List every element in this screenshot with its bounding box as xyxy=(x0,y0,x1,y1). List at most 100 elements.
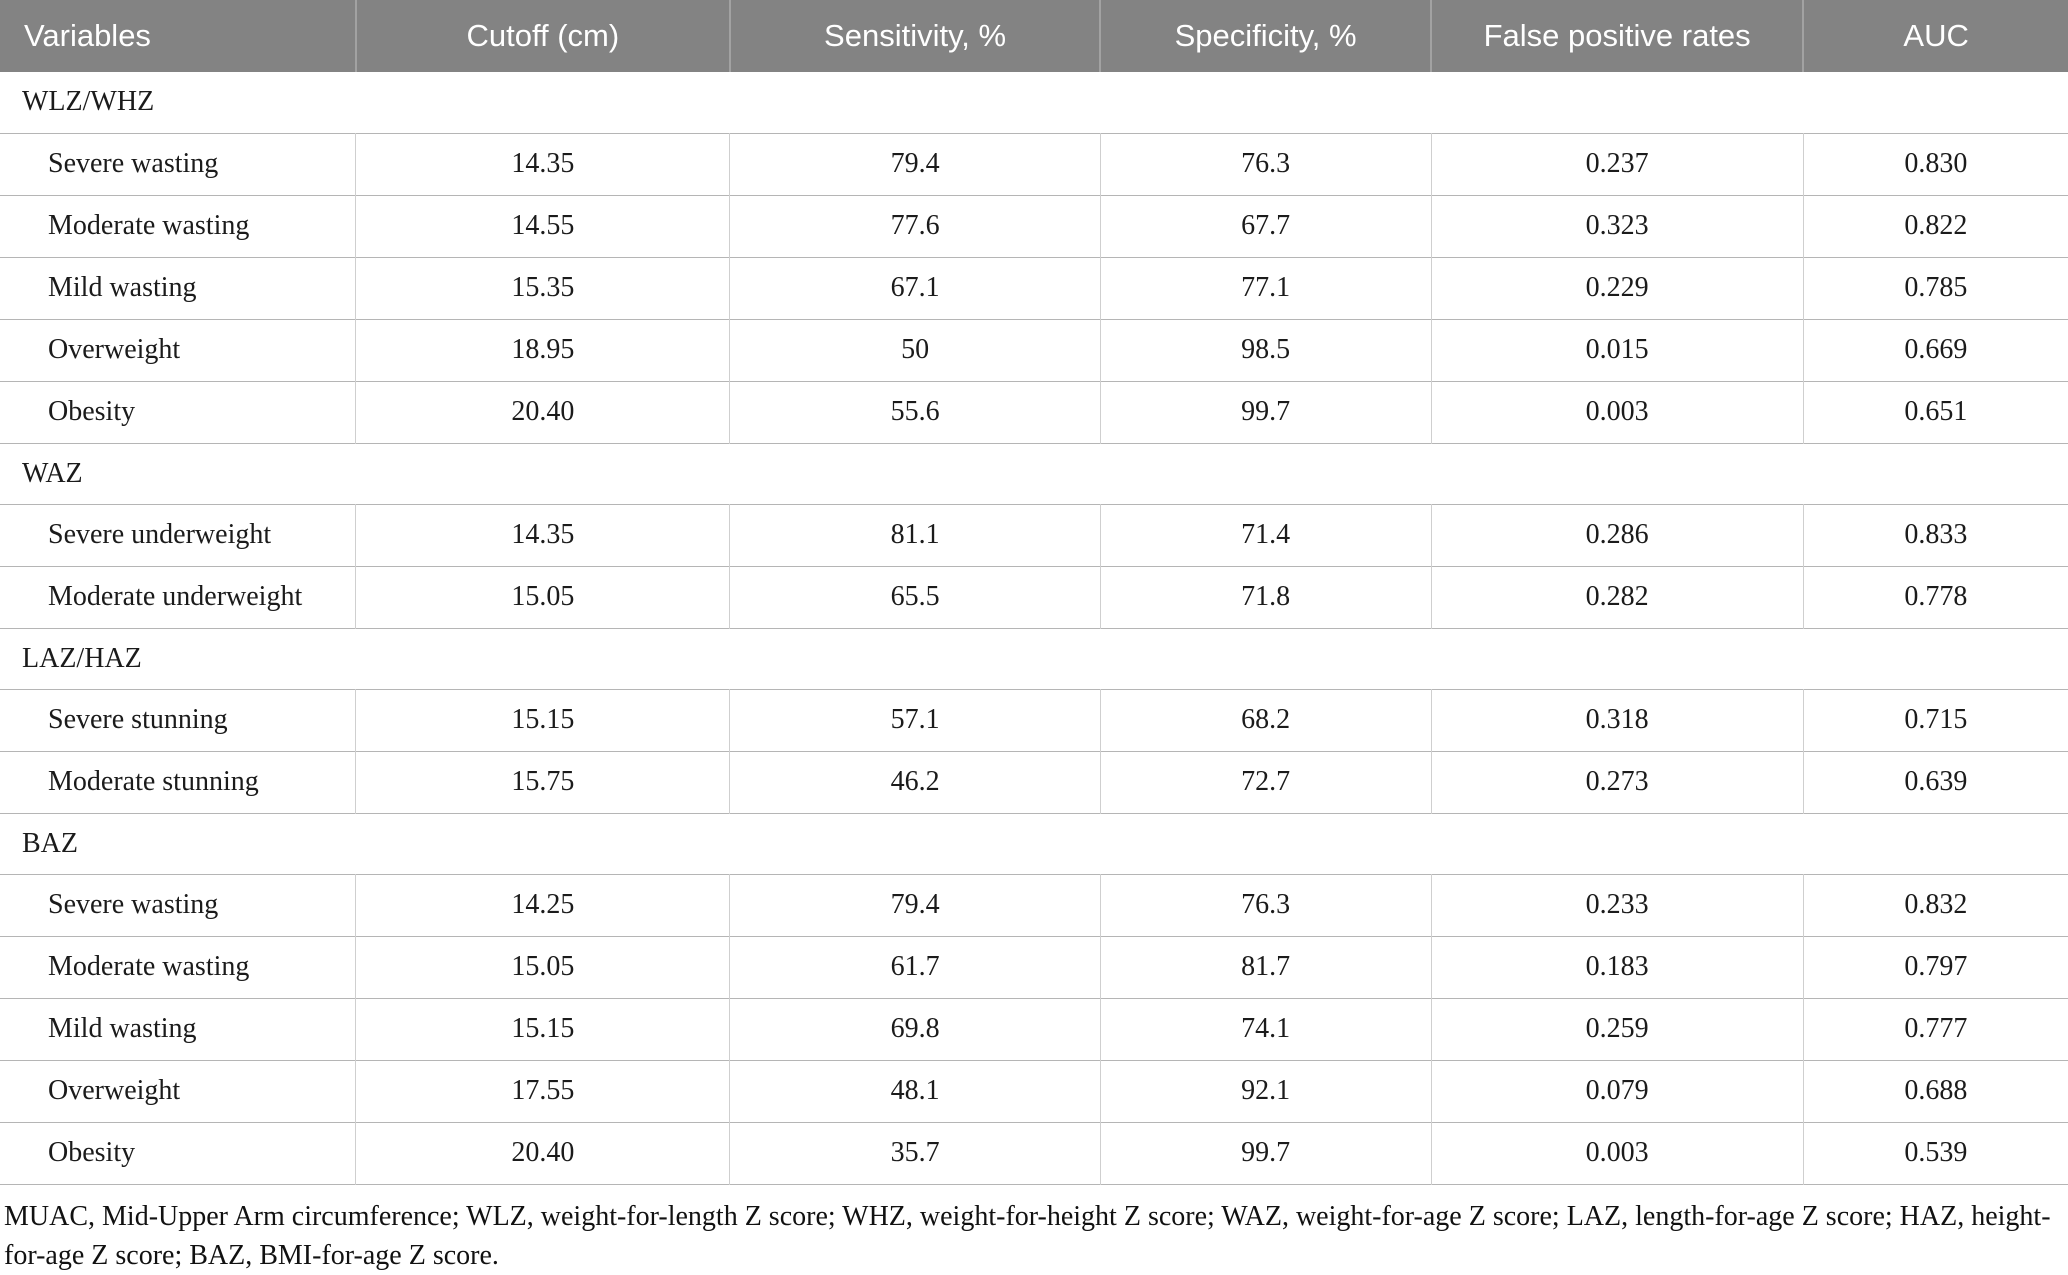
cutoff-cell: 14.55 xyxy=(355,195,730,257)
false-positive-rate-cell: 0.079 xyxy=(1430,1060,1804,1122)
sensitivity-cell: 46.2 xyxy=(729,751,1101,813)
auc-cell: 0.785 xyxy=(1802,257,2068,319)
variable-cell: Moderate underweight xyxy=(48,581,303,612)
sensitivity-cell: 50 xyxy=(729,319,1101,381)
cutoff-cell: 20.40 xyxy=(355,381,730,443)
false-positive-rate-cell: 0.003 xyxy=(1430,1122,1804,1184)
auc-cell: 0.833 xyxy=(1802,504,2068,566)
variable-cell: Severe underweight xyxy=(48,519,272,550)
table-row: Mild wasting 15.15 69.8 74.1 0.259 0.777 xyxy=(0,998,2068,1060)
section-row: BAZ xyxy=(0,813,2068,874)
specificity-cell: 92.1 xyxy=(1099,1060,1432,1122)
section-label: BAZ xyxy=(22,827,78,859)
false-positive-rate-cell: 0.229 xyxy=(1430,257,1804,319)
variable-cell: Obesity xyxy=(48,396,136,427)
cutoff-cell: 20.40 xyxy=(355,1122,730,1184)
specificity-cell: 98.5 xyxy=(1099,319,1432,381)
column-header-specificity: Specificity, % xyxy=(1100,0,1433,72)
section-label: WAZ xyxy=(22,457,83,489)
table-row: Overweight 18.95 50 98.5 0.015 0.669 xyxy=(0,319,2068,381)
table-row: Moderate wasting 15.05 61.7 81.7 0.183 0.797 xyxy=(0,936,2068,998)
auc-cell: 0.651 xyxy=(1802,381,2068,443)
false-positive-rate-cell: 0.259 xyxy=(1430,998,1804,1060)
cutoff-cell: 14.25 xyxy=(355,874,730,936)
table-row: Severe wasting 14.35 79.4 76.3 0.237 0.830 xyxy=(0,133,2068,195)
section-row: LAZ/HAZ xyxy=(0,628,2068,689)
column-header-variables: Variables xyxy=(0,0,357,72)
auc-cell: 0.777 xyxy=(1802,998,2068,1060)
specificity-cell: 99.7 xyxy=(1099,1122,1432,1184)
table-header: Variables Cutoff (cm) Sensitivity, % Spe… xyxy=(0,0,2068,72)
sensitivity-cell: 79.4 xyxy=(729,874,1101,936)
cutoff-cell: 15.15 xyxy=(355,998,730,1060)
sensitivity-cell: 48.1 xyxy=(729,1060,1101,1122)
sensitivity-cell: 55.6 xyxy=(729,381,1101,443)
table-row: Moderate wasting 14.55 77.6 67.7 0.323 0.822 xyxy=(0,195,2068,257)
variable-cell: Moderate wasting xyxy=(48,210,250,241)
cutoff-cell: 14.35 xyxy=(355,133,730,195)
auc-cell: 0.539 xyxy=(1802,1122,2068,1184)
sensitivity-cell: 81.1 xyxy=(729,504,1101,566)
false-positive-rate-cell: 0.323 xyxy=(1430,195,1804,257)
false-positive-rate-cell: 0.003 xyxy=(1430,381,1804,443)
auc-cell: 0.830 xyxy=(1802,133,2068,195)
section-row: WAZ xyxy=(0,443,2068,504)
column-header-cutoff: Cutoff (cm) xyxy=(355,0,731,72)
table-row: Overweight 17.55 48.1 92.1 0.079 0.688 xyxy=(0,1060,2068,1122)
false-positive-rate-cell: 0.015 xyxy=(1430,319,1804,381)
specificity-cell: 76.3 xyxy=(1099,874,1432,936)
sensitivity-cell: 79.4 xyxy=(729,133,1101,195)
specificity-cell: 99.7 xyxy=(1099,381,1432,443)
specificity-cell: 67.7 xyxy=(1099,195,1432,257)
section-label: LAZ/HAZ xyxy=(22,642,142,674)
table-row: Severe underweight 14.35 81.1 71.4 0.286 0.83… xyxy=(0,504,2068,566)
specificity-cell: 77.1 xyxy=(1099,257,1432,319)
false-positive-rate-cell: 0.237 xyxy=(1430,133,1804,195)
variable-cell: Moderate wasting xyxy=(48,951,250,982)
table-row: Severe stunning 15.15 57.1 68.2 0.318 0.715 xyxy=(0,689,2068,751)
variable-cell: Moderate stunning xyxy=(48,766,259,797)
cutoff-cell: 15.05 xyxy=(355,936,730,998)
column-header-sensitivity: Sensitivity, % xyxy=(729,0,1102,72)
variable-cell: Mild wasting xyxy=(48,1013,197,1044)
cutoff-cell: 17.55 xyxy=(355,1060,730,1122)
specificity-cell: 76.3 xyxy=(1099,133,1432,195)
variable-cell: Severe stunning xyxy=(48,704,228,735)
table-row: Obesity 20.40 55.6 99.7 0.003 0.651 xyxy=(0,381,2068,443)
variable-cell: Severe wasting xyxy=(48,148,219,179)
sensitivity-cell: 65.5 xyxy=(729,566,1101,628)
specificity-cell: 81.7 xyxy=(1099,936,1432,998)
auc-cell: 0.822 xyxy=(1802,195,2068,257)
variable-cell: Severe wasting xyxy=(48,889,219,920)
sensitivity-cell: 69.8 xyxy=(729,998,1101,1060)
auc-cell: 0.688 xyxy=(1802,1060,2068,1122)
specificity-cell: 68.2 xyxy=(1099,689,1432,751)
false-positive-rate-cell: 0.282 xyxy=(1430,566,1804,628)
sensitivity-cell: 61.7 xyxy=(729,936,1101,998)
section-label: WLZ/WHZ xyxy=(22,86,155,118)
false-positive-rate-cell: 0.286 xyxy=(1430,504,1804,566)
roc-analysis-table: Variables Cutoff (cm) Sensitivity, % Spe… xyxy=(0,0,2068,1184)
false-positive-rate-cell: 0.273 xyxy=(1430,751,1804,813)
section-row: WLZ/WHZ xyxy=(0,72,2068,133)
sensitivity-cell: 57.1 xyxy=(729,689,1101,751)
specificity-cell: 71.4 xyxy=(1099,504,1432,566)
table-row: Mild wasting 15.35 67.1 77.1 0.229 0.785 xyxy=(0,257,2068,319)
variable-cell: Obesity xyxy=(48,1137,136,1168)
cutoff-cell: 18.95 xyxy=(355,319,730,381)
auc-cell: 0.639 xyxy=(1802,751,2068,813)
specificity-cell: 71.8 xyxy=(1099,566,1432,628)
table-row: Moderate stunning 15.75 46.2 72.7 0.273 0.639 xyxy=(0,751,2068,813)
table-header-row: Variables Cutoff (cm) Sensitivity, % Spe… xyxy=(0,0,2068,72)
table-row: Severe wasting 14.25 79.4 76.3 0.233 0.832 xyxy=(0,874,2068,936)
column-header-false-positive-rates: False positive rates xyxy=(1431,0,1805,72)
cutoff-cell: 14.35 xyxy=(355,504,730,566)
table-row: Obesity 20.40 35.7 99.7 0.003 0.539 xyxy=(0,1122,2068,1184)
auc-cell: 0.715 xyxy=(1802,689,2068,751)
cutoff-cell: 15.35 xyxy=(355,257,730,319)
specificity-cell: 74.1 xyxy=(1099,998,1432,1060)
cutoff-cell: 15.05 xyxy=(355,566,730,628)
auc-cell: 0.778 xyxy=(1802,566,2068,628)
false-positive-rate-cell: 0.318 xyxy=(1430,689,1804,751)
auc-cell: 0.669 xyxy=(1802,319,2068,381)
